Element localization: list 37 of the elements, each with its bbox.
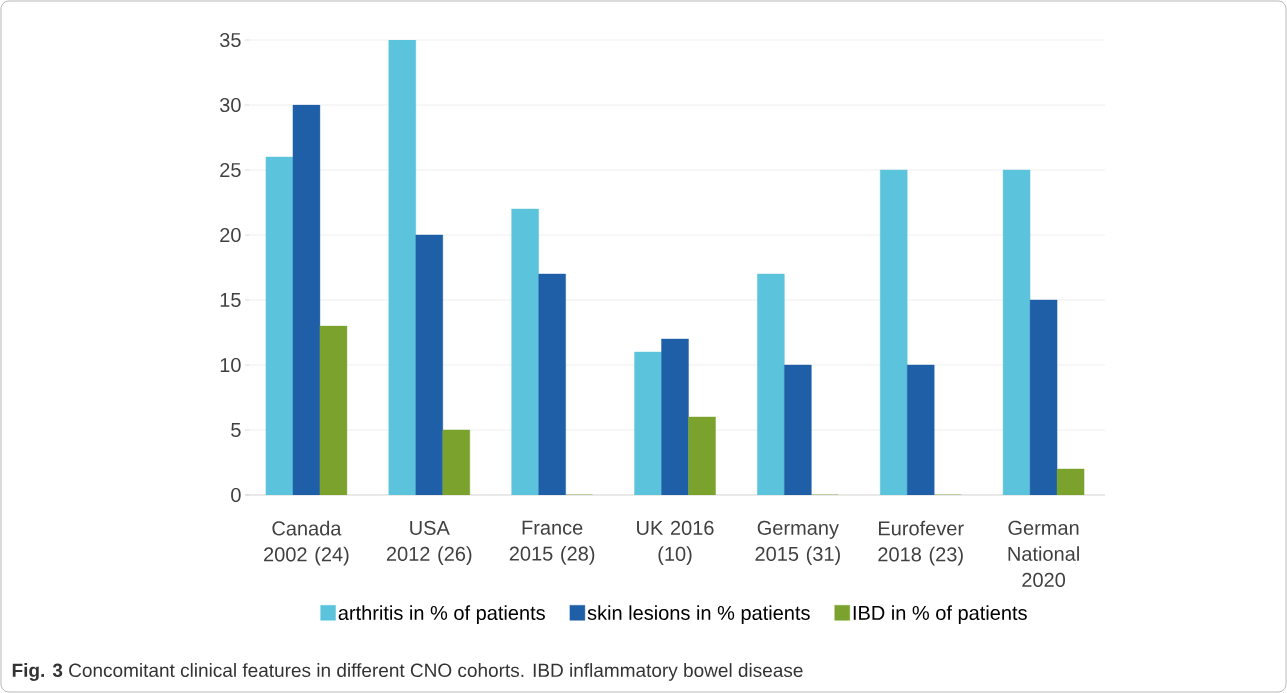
bar	[1002, 169, 1031, 495]
x-tick-label: Eurofever 2018 (23)	[878, 520, 964, 566]
y-tick-label: 35	[219, 32, 241, 48]
legend-label: arthritis in % of patients	[338, 605, 545, 624]
bar	[784, 364, 812, 495]
bar	[688, 416, 716, 495]
bar	[1056, 468, 1085, 495]
y-tick-label: 15	[220, 293, 241, 307]
bar	[415, 234, 443, 495]
bar	[442, 429, 470, 495]
legend-label: IBD in % of patients	[853, 605, 1027, 624]
y-tick-label: 25	[220, 162, 241, 178]
bar	[757, 273, 785, 495]
bar	[319, 325, 348, 495]
x-tick-label: USA 2012 (26)	[386, 520, 472, 565]
bar	[907, 364, 935, 495]
bar	[880, 169, 908, 495]
x-tick-label: France 2015 (28)	[509, 520, 595, 565]
bar	[634, 351, 662, 495]
y-tick-label: 10	[220, 357, 241, 373]
y-tick-label: 30	[219, 97, 241, 113]
bar	[292, 104, 321, 495]
y-tick-label: 0	[231, 487, 241, 503]
legend-label: skin lesions in % patients	[587, 605, 810, 624]
bar	[388, 40, 416, 495]
bar	[538, 273, 566, 495]
y-tick-label: 20	[220, 227, 241, 243]
y-tick-label: 5	[231, 423, 241, 437]
bar	[511, 208, 539, 495]
text: Fig. 3 Concomitant clinical features in different CNO cohorts. IBD inflammatory bowel disease	[12, 663, 803, 681]
bar	[265, 156, 294, 495]
x-tick-label: Germany 2015 (31)	[755, 520, 840, 565]
x-tick-label: UK 2016 (10)	[637, 520, 714, 565]
bar	[661, 338, 689, 495]
x-tick-label: Canada 2002 (24)	[264, 520, 349, 566]
x-tick-label: German National 2020	[1008, 520, 1079, 587]
bar	[1029, 299, 1058, 495]
